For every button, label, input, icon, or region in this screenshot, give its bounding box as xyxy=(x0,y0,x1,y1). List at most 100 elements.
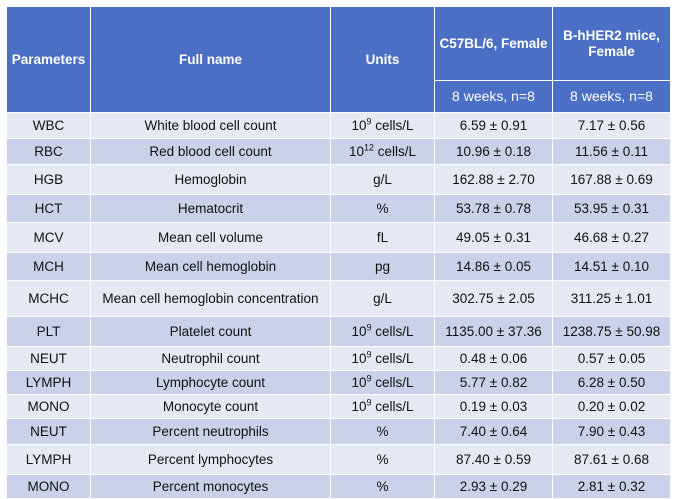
parameter-cell: LYMPH xyxy=(6,370,91,395)
unit-rest: cells/L xyxy=(371,323,414,339)
bhher2-value-cell: 2.81 ± 0.32 xyxy=(552,474,671,499)
units-cell: % xyxy=(330,444,435,475)
units-cell: 1012 cells/L xyxy=(330,138,435,165)
unit-exponent: 9 xyxy=(366,373,372,384)
unit-exponent: 12 xyxy=(363,142,374,153)
table-row: MONO Monocyte count 109 cells/L 0.19 ± 0.03… xyxy=(6,394,671,419)
units-cell: fL xyxy=(330,222,435,253)
parameter-cell: HGB xyxy=(6,164,91,195)
header-parameters: Parameters xyxy=(6,6,91,113)
table-row: NEUT Percent neutrophils% 7.40 ± 0.64 7.90 … xyxy=(6,418,671,445)
units-cell: 109 cells/L xyxy=(330,370,435,395)
full-name-cell: Neutrophil count xyxy=(90,346,331,371)
unit-exponent: 9 xyxy=(366,322,372,333)
parameter-cell: PLT xyxy=(6,316,91,347)
unit-base: g/L xyxy=(373,290,392,306)
full-name-cell: Mean cell hemoglobin xyxy=(90,252,331,281)
table-row: MCV Mean cell volume fL 49.05 ± 0.31 46.68 ±… xyxy=(6,222,671,253)
bhher2-value-cell: 1238.75 ± 50.98 xyxy=(552,316,671,347)
c57bl6-value-cell: 0.48 ± 0.06 xyxy=(434,346,553,371)
header-group-c57bl6: C57BL/6, Female xyxy=(434,6,553,81)
bhher2-value-cell: 167.88 ± 0.69 xyxy=(552,164,671,195)
c57bl6-value-cell: 5.77 ± 0.82 xyxy=(434,370,553,395)
header-group-bhher2-subtitle: 8 weeks, n=8 xyxy=(552,80,671,113)
hematology-table: Parameters Full name Units C57BL/6, Fema… xyxy=(6,6,671,499)
bhher2-value-cell: 11.56 ± 0.11 xyxy=(552,138,671,165)
units-cell: % xyxy=(330,474,435,499)
table-row: MONO Percent monocytes% 2.93 ± 0.29 2.81 ± … xyxy=(6,474,671,499)
bhher2-value-cell: 46.68 ± 0.27 xyxy=(552,222,671,253)
units-cell: 109 cells/L xyxy=(330,112,435,139)
units-cell: g/L xyxy=(330,164,435,195)
full-name-cell: Percent lymphocytes xyxy=(90,444,331,475)
table-row: RBC Red blood cell count 1012 cells/L 10.96… xyxy=(6,138,671,165)
parameter-cell: MONO xyxy=(6,394,91,419)
parameter-cell: RBC xyxy=(6,138,91,165)
table-row: MCHC Mean cell hemoglobin concentration g/… xyxy=(6,280,671,317)
bhher2-value-cell: 0.57 ± 0.05 xyxy=(552,346,671,371)
unit-base: % xyxy=(376,423,389,439)
parameter-cell: MCV xyxy=(6,222,91,253)
header-group-c57bl6-subtitle: 8 weeks, n=8 xyxy=(434,80,553,113)
full-name-cell: Hematocrit xyxy=(90,194,331,223)
table-row: NEUT Neutrophil count 109 cells/L 0.48 ± 0.… xyxy=(6,346,671,371)
full-name-cell: Red blood cell count xyxy=(90,138,331,165)
bhher2-value-cell: 6.28 ± 0.50 xyxy=(552,370,671,395)
parameter-cell: MCHC xyxy=(6,280,91,317)
full-name-cell: Mean cell hemoglobin concentration xyxy=(90,280,331,317)
unit-base: 10 xyxy=(348,143,364,159)
bhher2-value-cell: 7.17 ± 0.56 xyxy=(552,112,671,139)
bhher2-value-cell: 14.51 ± 0.10 xyxy=(552,252,671,281)
bhher2-value-cell: 87.61 ± 0.68 xyxy=(552,444,671,475)
full-name-cell: Percent neutrophils xyxy=(90,418,331,445)
unit-exponent: 9 xyxy=(366,349,372,360)
c57bl6-value-cell: 87.40 ± 0.59 xyxy=(434,444,553,475)
c57bl6-value-cell: 6.59 ± 0.91 xyxy=(434,112,553,139)
units-cell: % xyxy=(330,194,435,223)
unit-base: % xyxy=(376,478,389,494)
unit-base: % xyxy=(376,451,389,467)
bhher2-value-cell: 53.95 ± 0.31 xyxy=(552,194,671,223)
unit-base: pg xyxy=(374,258,391,274)
full-name-cell: Lymphocyte count xyxy=(90,370,331,395)
full-name-cell: Monocyte count xyxy=(90,394,331,419)
table-body: WBC White blood cell count 109 cells/L 6.59… xyxy=(6,112,671,499)
table-row: LYMPH Lymphocyte count 109 cells/L 5.77 ± 0… xyxy=(6,370,671,395)
unit-base: g/L xyxy=(373,171,392,187)
header-full-name: Full name xyxy=(90,6,331,113)
unit-exponent: 9 xyxy=(366,397,372,408)
unit-exponent: 9 xyxy=(366,116,372,127)
c57bl6-value-cell: 162.88 ± 2.70 xyxy=(434,164,553,195)
parameter-cell: NEUT xyxy=(6,418,91,445)
unit-rest: cells/L xyxy=(371,398,414,414)
full-name-cell: Percent monocytes xyxy=(90,474,331,499)
unit-base: 10 xyxy=(351,117,367,133)
table-row: LYMPH Percent lymphocytes% 87.40 ± 0.59 87.… xyxy=(6,444,671,475)
bhher2-value-cell: 7.90 ± 0.43 xyxy=(552,418,671,445)
units-cell: pg xyxy=(330,252,435,281)
units-cell: g/L xyxy=(330,280,435,317)
c57bl6-value-cell: 14.86 ± 0.05 xyxy=(434,252,553,281)
unit-rest: cells/L xyxy=(371,117,414,133)
c57bl6-value-cell: 302.75 ± 2.05 xyxy=(434,280,553,317)
parameter-cell: HCT xyxy=(6,194,91,223)
unit-base: 10 xyxy=(351,350,367,366)
table-row: WBC White blood cell count 109 cells/L 6.59… xyxy=(6,112,671,139)
units-cell: 109 cells/L xyxy=(330,346,435,371)
c57bl6-value-cell: 53.78 ± 0.78 xyxy=(434,194,553,223)
header-units: Units xyxy=(330,6,435,113)
table-row: HCT Hematocrit% 53.78 ± 0.78 53.95 ± 0.31 xyxy=(6,194,671,223)
c57bl6-value-cell: 7.40 ± 0.64 xyxy=(434,418,553,445)
c57bl6-value-cell: 1135.00 ± 37.36 xyxy=(434,316,553,347)
unit-rest: cells/L xyxy=(371,350,414,366)
table-row: PLT Platelet count 109 cells/L 1135.00 ± 37… xyxy=(6,316,671,347)
c57bl6-value-cell: 10.96 ± 0.18 xyxy=(434,138,553,165)
parameter-cell: MCH xyxy=(6,252,91,281)
c57bl6-value-cell: 0.19 ± 0.03 xyxy=(434,394,553,419)
full-name-cell: Hemoglobin xyxy=(90,164,331,195)
units-cell: % xyxy=(330,418,435,445)
bhher2-value-cell: 311.25 ± 1.01 xyxy=(552,280,671,317)
parameter-cell: WBC xyxy=(6,112,91,139)
units-cell: 109 cells/L xyxy=(330,316,435,347)
unit-rest: cells/L xyxy=(371,374,414,390)
